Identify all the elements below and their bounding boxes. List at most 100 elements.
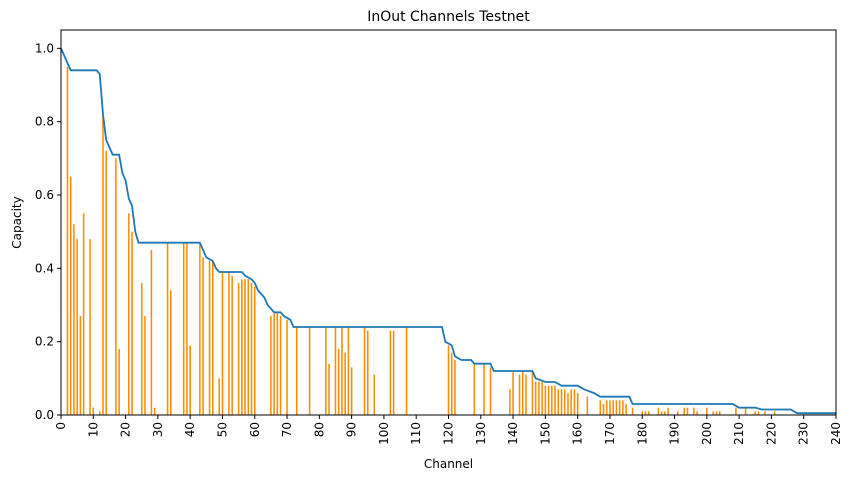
x-tick-label: 170 xyxy=(603,422,617,445)
bar xyxy=(599,400,602,415)
bar xyxy=(153,407,156,415)
bar xyxy=(609,400,611,415)
bar xyxy=(696,411,698,415)
bar xyxy=(489,367,492,415)
y-tick-label: 0.8 xyxy=(35,115,54,129)
x-tick-label: 70 xyxy=(280,422,294,437)
ticks-layer: 0 10 20 30 40 50 60 70 80 90 100 110 120 130 140 150 160… xyxy=(35,41,843,445)
bar xyxy=(567,393,569,415)
bars-layer xyxy=(66,66,776,416)
bar xyxy=(551,385,553,415)
bar xyxy=(202,257,204,415)
bar xyxy=(115,158,117,416)
bar xyxy=(712,411,715,415)
bar xyxy=(208,261,211,415)
bar xyxy=(560,389,563,415)
x-tick-label: 190 xyxy=(668,422,682,445)
bar xyxy=(270,316,272,415)
bar xyxy=(563,389,566,415)
bar xyxy=(98,411,101,415)
line-layer xyxy=(60,47,836,415)
bar xyxy=(773,411,776,415)
bar xyxy=(509,389,511,415)
bar xyxy=(586,396,589,415)
bar xyxy=(389,330,392,415)
bar xyxy=(250,283,253,415)
x-tick-label: 230 xyxy=(797,422,811,445)
x-tick-label: 40 xyxy=(183,422,197,437)
bar xyxy=(76,239,78,415)
bar xyxy=(69,176,72,415)
bar xyxy=(189,345,191,415)
x-tick-label: 120 xyxy=(442,422,456,445)
bar xyxy=(525,374,527,415)
bar xyxy=(512,371,514,415)
bar xyxy=(392,330,395,415)
bar xyxy=(328,363,330,415)
bar xyxy=(182,242,185,415)
bar xyxy=(344,352,346,415)
bar xyxy=(683,407,686,415)
bar xyxy=(221,272,224,415)
bar xyxy=(105,151,107,415)
bar xyxy=(483,363,485,415)
bar xyxy=(218,378,221,415)
bar xyxy=(664,411,666,415)
x-tick-label: 200 xyxy=(700,422,714,445)
bar xyxy=(150,250,153,415)
bar xyxy=(625,404,627,415)
bar xyxy=(538,382,540,415)
bar xyxy=(341,327,343,415)
bar xyxy=(570,389,572,415)
x-tick-label: 10 xyxy=(86,422,100,437)
bar xyxy=(534,382,537,415)
y-tick-label: 0.6 xyxy=(35,188,54,202)
chart-title: InOut Channels Testnet xyxy=(367,9,530,25)
bar xyxy=(693,407,695,415)
bar xyxy=(676,411,679,415)
bar xyxy=(622,400,624,415)
bar xyxy=(253,286,256,415)
bar xyxy=(541,382,543,415)
x-tick-label: 220 xyxy=(764,422,778,445)
bar xyxy=(273,312,275,415)
bar xyxy=(518,374,521,415)
bar xyxy=(641,411,644,415)
bar xyxy=(718,411,721,415)
bar xyxy=(166,242,169,415)
bar xyxy=(228,272,230,415)
bar xyxy=(347,327,350,415)
x-tick-label: 160 xyxy=(571,422,585,445)
bar xyxy=(140,283,143,415)
bar xyxy=(82,213,85,415)
bar xyxy=(286,319,288,415)
bar xyxy=(757,411,760,415)
bar xyxy=(618,400,621,415)
bar xyxy=(334,327,337,415)
bar xyxy=(295,327,298,415)
x-tick-label: 210 xyxy=(732,422,746,445)
x-tick-label: 50 xyxy=(215,422,229,437)
bar xyxy=(131,231,133,415)
bar xyxy=(92,407,95,415)
y-tick-label: 1.0 xyxy=(35,41,54,55)
bar xyxy=(547,385,550,415)
bar xyxy=(405,327,408,415)
bar xyxy=(89,239,91,415)
bar xyxy=(605,400,608,415)
x-tick-label: 130 xyxy=(474,422,488,445)
x-axis-label: Channel xyxy=(424,457,473,471)
bar xyxy=(79,316,82,415)
bar xyxy=(244,279,246,415)
x-tick-label: 0 xyxy=(54,422,68,430)
y-tick-label: 0.4 xyxy=(35,261,54,275)
bar xyxy=(186,242,188,415)
bar xyxy=(118,349,120,415)
bar xyxy=(576,393,579,415)
x-tick-label: 150 xyxy=(538,422,552,445)
bar xyxy=(373,374,376,415)
bar xyxy=(557,389,560,415)
bar xyxy=(735,407,737,415)
bar xyxy=(686,407,689,415)
